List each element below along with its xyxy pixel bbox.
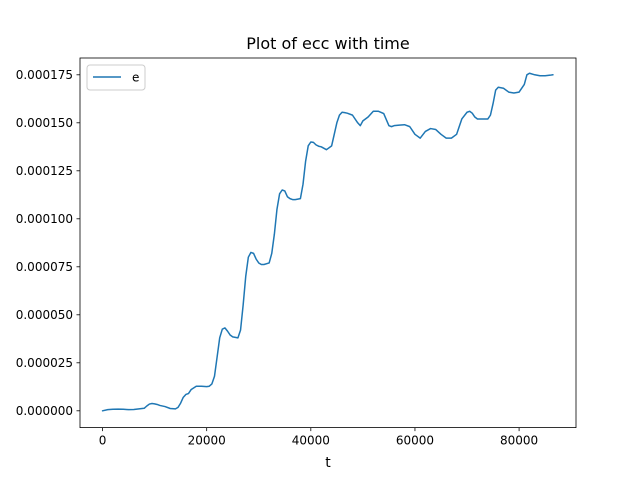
y-tick-label: 0.000025 <box>16 356 73 370</box>
x-axis: 0 20000 40000 60000 80000 <box>99 427 538 448</box>
y-tick-label: 0.000050 <box>16 308 73 322</box>
x-tick-label: 0 <box>99 434 107 448</box>
y-tick-label: 0.000150 <box>16 116 73 130</box>
series-lines <box>101 72 554 412</box>
y-tick-label: 0.000125 <box>16 164 73 178</box>
y-tick-label: 0.000075 <box>16 260 73 274</box>
plot-frame <box>79 57 577 429</box>
x-tick-label: 60000 <box>396 434 434 448</box>
y-tick-label: 0.000100 <box>16 212 73 226</box>
y-axis: 0.000000 0.000025 0.000050 0.000075 0.000100… <box>16 68 80 418</box>
x-tick-label: 20000 <box>188 434 226 448</box>
x-tick-label: 80000 <box>500 434 538 448</box>
legend-label: e <box>132 71 139 85</box>
plot-area <box>80 58 576 428</box>
chart-title: Plot of ecc with time <box>246 34 409 53</box>
y-tick-label: 0.000000 <box>16 404 73 418</box>
y-tick-label: 0.000175 <box>16 68 73 82</box>
x-axis-label: t <box>325 455 331 471</box>
legend: e <box>86 64 146 91</box>
series-line-e <box>101 72 554 412</box>
x-tick-label: 40000 <box>292 434 330 448</box>
